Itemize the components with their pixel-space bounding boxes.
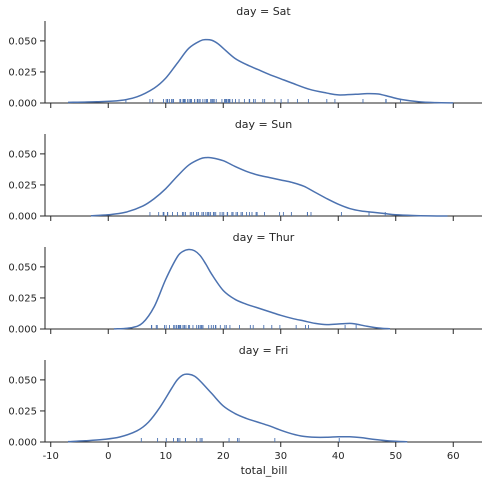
x-tick-label: 30 [274, 451, 287, 462]
y-tick-label: 0.050 [8, 262, 37, 273]
facet-title: day = Thur [233, 231, 295, 244]
y-tick-label: 0.025 [8, 293, 37, 304]
y-tick-label: 0.050 [8, 375, 37, 386]
kde-curve [67, 38, 454, 104]
y-tick-label: 0.000 [8, 438, 37, 449]
y-tick-label: 0.000 [8, 212, 37, 223]
facet-title: day = Sun [235, 118, 292, 131]
x-tick-label: -10 [43, 451, 59, 462]
facet-thur: day = Thur 0.000 0.025 0.050 [8, 231, 482, 336]
facet-fri: day = Fri 0.000 0.025 0.050 -10 0 10 20 30 40 50 60 [8, 344, 482, 462]
kde-curve [113, 248, 391, 330]
x-tick-label: 40 [332, 451, 345, 462]
y-tick-label: 0.025 [8, 406, 37, 417]
y-tick-label: 0.000 [8, 325, 37, 336]
y-tick-label: 0.000 [8, 99, 37, 110]
y-tick-label: 0.025 [8, 67, 37, 78]
y-tick-label: 0.025 [8, 180, 37, 191]
x-tick-label: 50 [389, 451, 402, 462]
kde-curve [67, 373, 408, 443]
x-axis-label: total_bill [241, 464, 288, 477]
x-tick-label: 10 [159, 451, 172, 462]
x-tick-label: 0 [105, 451, 111, 462]
facet-sun: day = Sun 0.000 0.025 0.050 [8, 118, 482, 223]
facet-title: day = Fri [239, 344, 289, 357]
facet-title: day = Sat [236, 5, 291, 18]
y-tick-label: 0.050 [8, 36, 37, 47]
x-tick-label: 20 [217, 451, 230, 462]
kde-curve [90, 156, 448, 217]
facet-sat: day = Sat 0.000 0.025 0.050 [8, 5, 482, 110]
x-tick-label: 60 [447, 451, 460, 462]
y-tick-label: 0.050 [8, 149, 37, 160]
